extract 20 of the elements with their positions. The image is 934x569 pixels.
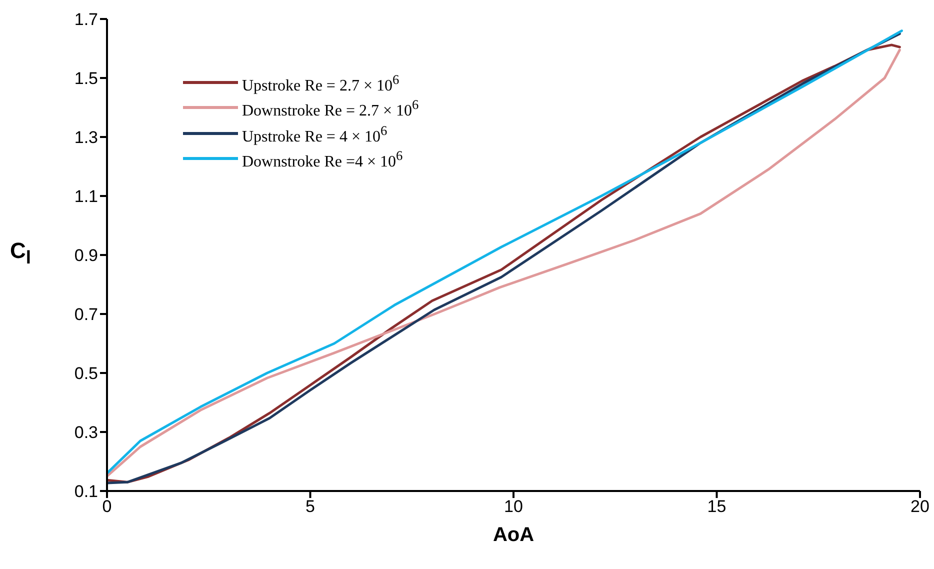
y-tick-label: 0.5 bbox=[74, 364, 98, 384]
x-tick-label: 0 bbox=[102, 497, 112, 516]
y-tick-label: 0.7 bbox=[74, 305, 98, 324]
y-tick-label: 0.3 bbox=[74, 423, 98, 442]
y-tick-label: 1.7 bbox=[74, 10, 98, 30]
x-tick-label: 5 bbox=[306, 497, 315, 516]
legend-label: Upstroke Re = 2.7 × 10$^{6}$ bbox=[242, 71, 400, 96]
x-tick-label: 10 bbox=[504, 497, 523, 516]
x-axis-title: AoA bbox=[492, 524, 534, 546]
x-tick-label: 15 bbox=[707, 497, 726, 516]
y-tick-label: 0.1 bbox=[74, 482, 98, 502]
x-tick-label: 20 bbox=[910, 497, 930, 516]
y-tick-label: 0.9 bbox=[74, 246, 98, 266]
y-tick-label: 1.1 bbox=[74, 187, 98, 206]
y-tick-label: 1.3 bbox=[74, 128, 98, 148]
legend-label: Downstroke Re = 2.7 × 10$^{6}$ bbox=[242, 96, 419, 121]
y-tick-label: 1.5 bbox=[74, 69, 98, 88]
legend-label: Upstroke Re = 4 × 10$^{6}$ bbox=[242, 122, 388, 146]
y-axis-title: C$_{l}$ bbox=[10, 238, 31, 268]
legend-label: Downstroke Re =4 × 10$^{6}$ bbox=[242, 146, 403, 172]
